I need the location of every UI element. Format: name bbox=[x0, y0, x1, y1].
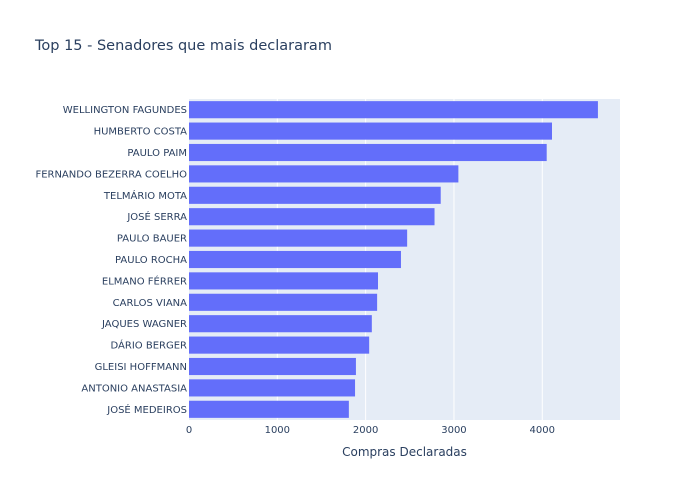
bar[interactable] bbox=[189, 186, 441, 204]
category-label: WELLINGTON FAGUNDES bbox=[63, 105, 187, 116]
bar[interactable] bbox=[189, 229, 408, 247]
chart-title: Top 15 - Senadores que mais declararam bbox=[34, 38, 332, 54]
x-axis-title: Compras Declaradas bbox=[342, 445, 467, 459]
bar[interactable] bbox=[189, 165, 459, 183]
category-label: GLEISI HOFFMANN bbox=[95, 362, 187, 373]
category-labels: WELLINGTON FAGUNDES HUMBERTO COSTA PAULO P… bbox=[35, 105, 187, 416]
bar[interactable] bbox=[189, 400, 349, 418]
bar[interactable] bbox=[189, 208, 435, 226]
category-label: CARLOS VIANA bbox=[113, 298, 187, 309]
category-label: ANTONIO ANASTASIA bbox=[81, 383, 187, 394]
bar[interactable] bbox=[189, 250, 401, 269]
category-label: TELMÁRIO MOTA bbox=[103, 189, 187, 202]
x-tick-label: 0 bbox=[186, 425, 192, 436]
category-label: PAULO PAIM bbox=[127, 148, 187, 159]
category-label: JOSÉ SERRA bbox=[126, 210, 187, 223]
bar[interactable] bbox=[189, 122, 552, 140]
category-label: JAQUES WAGNER bbox=[101, 319, 187, 330]
x-tick-label: 2000 bbox=[353, 425, 378, 436]
category-label: FERNANDO BEZERRA COELHO bbox=[35, 169, 187, 180]
category-label: JOSÉ MEDEIROS bbox=[106, 403, 187, 416]
category-label: ELMANO FÉRRER bbox=[102, 274, 187, 287]
category-label: PAULO BAUER bbox=[117, 234, 187, 245]
category-label: HUMBERTO COSTA bbox=[94, 127, 188, 138]
bar[interactable] bbox=[189, 143, 547, 162]
x-tick-label: 4000 bbox=[530, 425, 555, 436]
bar[interactable] bbox=[189, 272, 379, 290]
x-tick-labels: 0 1000 2000 3000 4000 bbox=[186, 425, 555, 436]
x-tick-label: 1000 bbox=[265, 425, 290, 436]
bars bbox=[189, 101, 598, 418]
category-label: DÁRIO BERGER bbox=[111, 339, 188, 352]
category-label: PAULO ROCHA bbox=[115, 255, 187, 266]
bar[interactable] bbox=[189, 357, 356, 376]
bar[interactable] bbox=[189, 101, 598, 119]
x-tick-label: 3000 bbox=[441, 425, 466, 436]
bar[interactable] bbox=[189, 293, 378, 311]
bar[interactable] bbox=[189, 315, 372, 333]
bar[interactable] bbox=[189, 336, 370, 354]
bar[interactable] bbox=[189, 379, 356, 397]
